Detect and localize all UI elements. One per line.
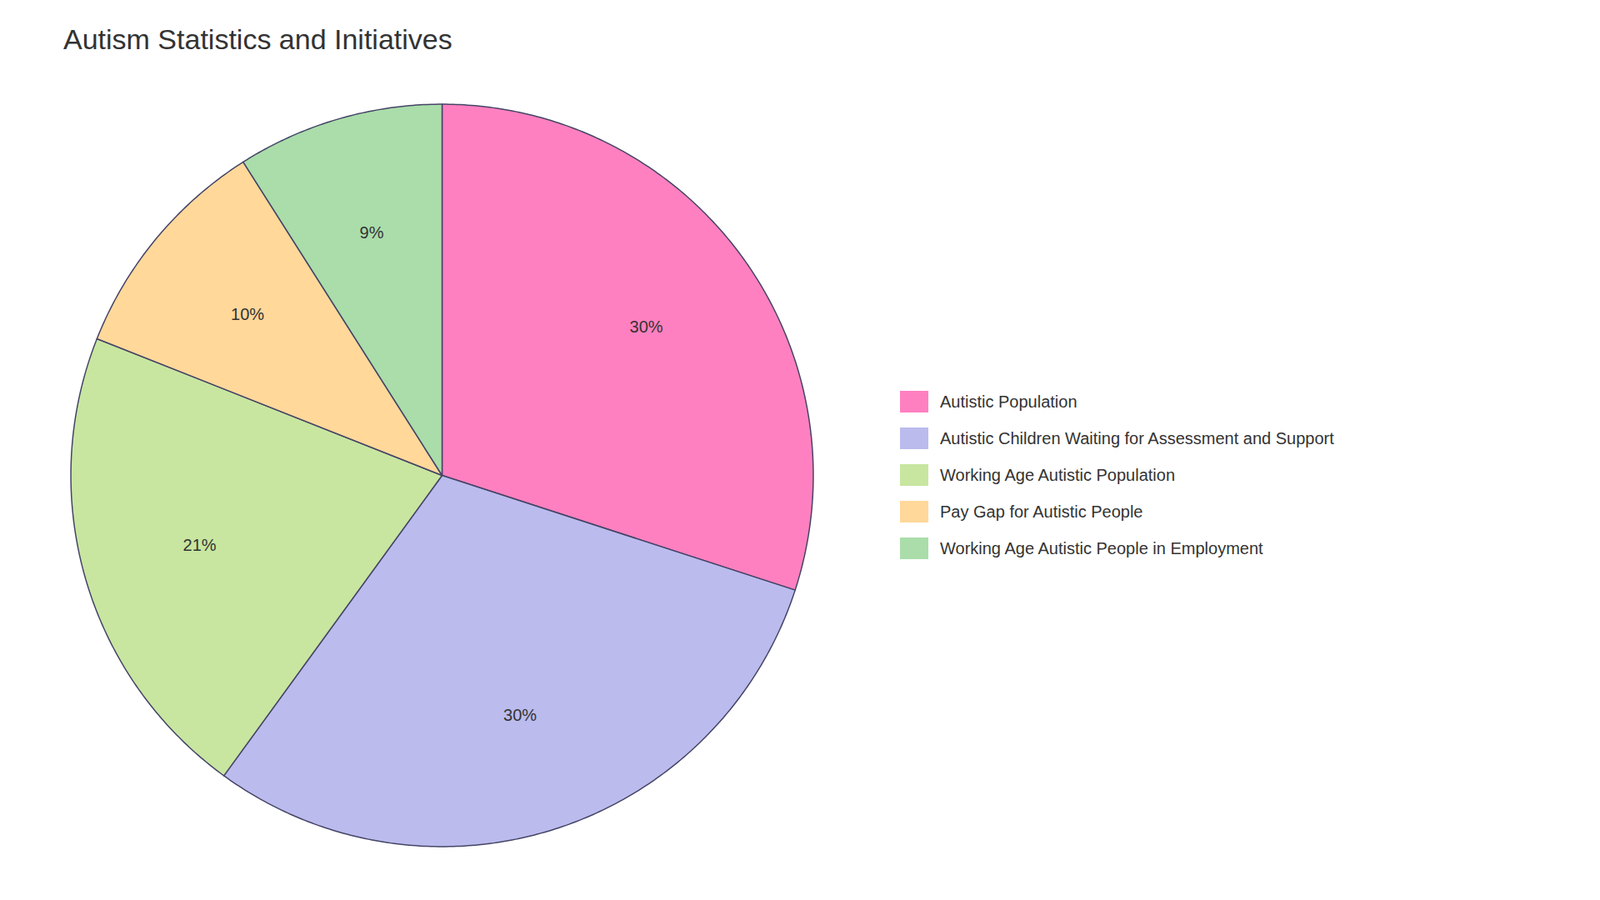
svg-text:30%: 30% [503, 705, 537, 725]
html-text:Working Age Autistic Populatio: Working Age Autistic Population [940, 465, 1175, 484]
html-text:Working Age Autistic People in: Working Age Autistic People in Employmen… [940, 538, 1263, 558]
svg-text:30%: 30% [630, 317, 664, 336]
html-text:Pay Gap for Autistic People: Pay Gap for Autistic People [940, 502, 1143, 521]
svg-text:10%: 10% [230, 305, 265, 324]
html-text:Autism Statistics and Initiati: Autism Statistics and Initiatives [63, 23, 453, 55]
html-text:Autistic Population: Autistic Population [940, 392, 1078, 411]
svg-text:21%: 21% [183, 535, 217, 555]
html-text:Autistic Children Waiting for: Autistic Children Waiting for Assessment… [940, 428, 1334, 448]
svg-text:9%: 9% [360, 223, 385, 242]
